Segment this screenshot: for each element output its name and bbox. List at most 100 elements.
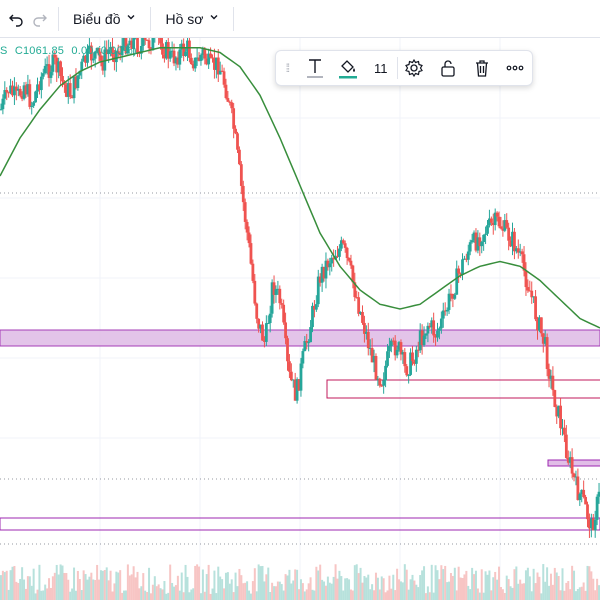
volume-bar: [223, 588, 226, 600]
volume-bar: [323, 581, 326, 600]
candle-body: [311, 305, 314, 328]
candle-body: [539, 317, 543, 334]
volume-bar: [82, 570, 85, 600]
candle-body: [380, 385, 384, 387]
volume-bar: [163, 581, 166, 600]
candle-body: [388, 346, 391, 352]
trash-icon[interactable]: [465, 51, 499, 85]
volume-bar: [7, 589, 10, 600]
candle-body: [24, 85, 28, 95]
candle-body: [457, 268, 461, 274]
profile-menu-button[interactable]: Hồ sơ: [157, 0, 227, 38]
volume-bar: [55, 564, 58, 600]
candle-body: [511, 231, 514, 247]
candle-body: [111, 46, 114, 57]
undo-icon[interactable]: [4, 0, 28, 38]
candle-body: [53, 54, 57, 58]
volume-bar: [157, 584, 160, 600]
volume-bar: [501, 589, 504, 600]
candle-body: [397, 342, 401, 350]
volume-bar: [524, 570, 527, 600]
candle-body: [559, 405, 562, 429]
candle-body: [391, 340, 395, 342]
volume-bar: [448, 581, 451, 600]
volume-bar: [507, 579, 510, 600]
font-size-value[interactable]: 11: [374, 60, 388, 76]
volume-bar: [542, 564, 545, 600]
volume-bar: [596, 578, 599, 600]
volume-bar: [582, 582, 585, 600]
volume-bar: [148, 567, 151, 600]
volume-bar: [165, 593, 168, 600]
volume-bar: [149, 593, 152, 600]
volume-bar: [173, 586, 176, 600]
fill-bucket-icon[interactable]: [331, 51, 365, 85]
volume-bar: [505, 575, 508, 600]
volume-bar: [36, 589, 39, 600]
candle-body: [197, 57, 201, 61]
gear-icon[interactable]: [398, 51, 432, 85]
chart-menu-button[interactable]: Biểu đồ: [65, 0, 144, 38]
candle-body: [570, 457, 574, 474]
volume-bar: [182, 592, 185, 600]
volume-bar: [186, 576, 189, 600]
volume-bar: [457, 566, 460, 600]
candle-body: [564, 434, 568, 458]
volume-bar: [19, 578, 22, 600]
candle-body: [14, 86, 18, 91]
volume-bar: [334, 564, 337, 600]
price-chart[interactable]: [0, 38, 600, 600]
volume-bar: [451, 575, 454, 600]
volume-bar: [151, 584, 154, 600]
volume-bar: [153, 576, 156, 600]
volume-bar: [532, 568, 535, 600]
volume-bar: [267, 567, 270, 600]
candle-body: [193, 57, 197, 69]
candle-body: [22, 85, 26, 99]
volume-bar: [526, 567, 529, 600]
volume-bar: [9, 570, 12, 600]
volume-bar: [584, 590, 587, 600]
volume-bar: [411, 574, 414, 600]
volume-bar: [376, 577, 379, 600]
candle-body: [576, 476, 580, 500]
candle-body: [513, 231, 516, 252]
drag-handle-icon[interactable]: ⁞⁞: [285, 61, 291, 75]
volume-bar: [69, 591, 72, 600]
candle-body: [55, 57, 59, 73]
redo-icon[interactable]: [28, 0, 52, 38]
candle-body: [164, 42, 168, 59]
candle-body: [45, 64, 49, 66]
candle-body: [218, 70, 222, 75]
volume-bar: [499, 586, 502, 600]
candle-body: [536, 319, 539, 331]
candle-body: [503, 220, 507, 231]
candle-body: [213, 58, 216, 70]
volume-bar: [184, 564, 187, 600]
volume-bar: [263, 581, 266, 600]
volume-bar: [511, 587, 514, 600]
volume-bar: [132, 566, 135, 600]
candle-body: [413, 361, 416, 364]
volume-bar: [576, 589, 579, 600]
text-icon[interactable]: [298, 51, 332, 85]
volume-bar: [46, 588, 49, 600]
candle-body: [489, 218, 493, 223]
candle-body: [407, 374, 411, 376]
more-icon[interactable]: [498, 51, 532, 85]
candle-body: [70, 96, 74, 99]
candle-body: [141, 38, 145, 46]
candle-body: [116, 51, 120, 54]
candle-body: [199, 55, 203, 61]
volume-bar: [53, 572, 56, 600]
candle-body: [343, 243, 347, 248]
unlock-icon[interactable]: [431, 51, 465, 85]
candle-body: [216, 57, 220, 75]
volume-bar: [128, 575, 131, 600]
candle-body: [361, 311, 364, 323]
candle-body: [209, 53, 212, 58]
candle-body: [538, 317, 541, 331]
support-zone: [0, 517, 600, 531]
candle-body: [184, 51, 187, 56]
volume-bar: [344, 578, 347, 600]
